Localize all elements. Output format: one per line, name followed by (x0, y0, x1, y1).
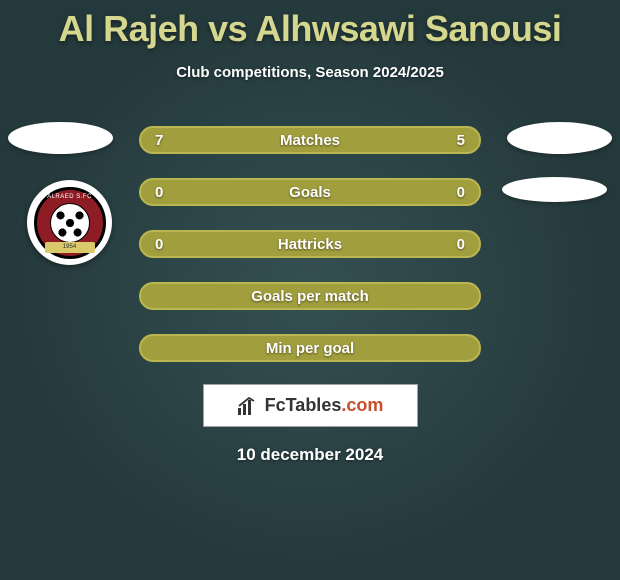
stat-label: Min per goal (141, 340, 479, 357)
stat-label: Goals (141, 184, 479, 201)
club-badge-top-text: ALRAED S.FC (37, 194, 103, 200)
bar-chart-icon (237, 396, 259, 416)
subtitle: Club competitions, Season 2024/2025 (0, 64, 620, 81)
site-logo[interactable]: FcTables.com (203, 384, 418, 427)
right-player-avatar-placeholder (507, 122, 612, 154)
page-title: Al Rajeh vs Alhwsawi Sanousi (0, 0, 620, 50)
date-text: 10 december 2024 (0, 445, 620, 465)
stat-row-goals-per-match: Goals per match (139, 282, 481, 310)
left-club-badge: ALRAED S.FC 1954 (27, 180, 112, 265)
soccer-ball-icon (50, 203, 90, 243)
stat-label: Goals per match (141, 288, 479, 305)
stat-row-matches: 7 Matches 5 (139, 126, 481, 154)
right-club-badge-placeholder (502, 177, 607, 202)
club-badge-year: 1954 (45, 242, 95, 253)
stat-row-goals: 0 Goals 0 (139, 178, 481, 206)
stat-label: Hattricks (141, 236, 479, 253)
stat-row-hattricks: 0 Hattricks 0 (139, 230, 481, 258)
stat-row-min-per-goal: Min per goal (139, 334, 481, 362)
site-logo-accent: .com (341, 395, 383, 415)
site-logo-text: FcTables (265, 395, 342, 415)
stat-label: Matches (141, 132, 479, 149)
left-player-avatar-placeholder (8, 122, 113, 154)
